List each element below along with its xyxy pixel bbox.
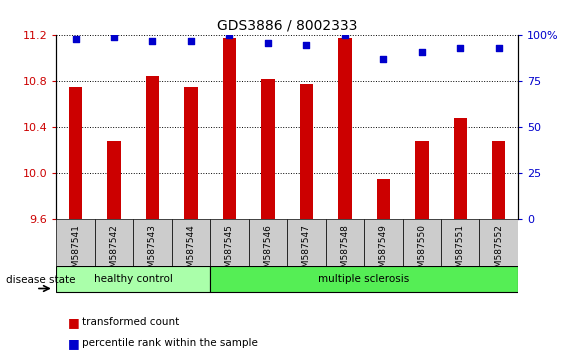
FancyBboxPatch shape: [210, 219, 249, 266]
FancyBboxPatch shape: [441, 219, 480, 266]
Text: GSM587545: GSM587545: [225, 224, 234, 279]
Point: [263, 40, 272, 46]
Point: [225, 33, 234, 38]
Text: GSM587541: GSM587541: [71, 224, 80, 279]
Text: GSM587543: GSM587543: [148, 224, 157, 279]
Text: healthy control: healthy control: [94, 274, 173, 284]
Text: multiple sclerosis: multiple sclerosis: [319, 274, 410, 284]
Text: GSM587552: GSM587552: [494, 224, 503, 279]
Text: GSM587544: GSM587544: [186, 224, 195, 279]
Bar: [69, 87, 82, 219]
Bar: [492, 141, 506, 219]
Text: disease state: disease state: [6, 275, 75, 285]
Text: transformed count: transformed count: [82, 317, 179, 327]
Bar: [184, 87, 198, 219]
FancyBboxPatch shape: [480, 219, 518, 266]
FancyBboxPatch shape: [210, 266, 518, 292]
Point: [379, 57, 388, 62]
Bar: [454, 118, 467, 219]
FancyBboxPatch shape: [56, 219, 95, 266]
Bar: [377, 179, 390, 219]
FancyBboxPatch shape: [287, 219, 325, 266]
FancyBboxPatch shape: [249, 219, 287, 266]
FancyBboxPatch shape: [325, 219, 364, 266]
Text: GSM587550: GSM587550: [417, 224, 426, 279]
Title: GDS3886 / 8002333: GDS3886 / 8002333: [217, 19, 358, 33]
Point: [71, 36, 80, 42]
Text: GSM587551: GSM587551: [456, 224, 464, 279]
Point: [109, 34, 118, 40]
Text: GSM587549: GSM587549: [379, 224, 388, 279]
Point: [494, 45, 503, 51]
Text: ■: ■: [68, 337, 79, 350]
FancyBboxPatch shape: [133, 219, 172, 266]
FancyBboxPatch shape: [364, 219, 403, 266]
FancyBboxPatch shape: [95, 219, 133, 266]
Bar: [300, 84, 313, 219]
Point: [302, 42, 311, 47]
Point: [148, 38, 157, 44]
Bar: [415, 141, 428, 219]
Bar: [108, 141, 120, 219]
Text: GSM587547: GSM587547: [302, 224, 311, 279]
Bar: [223, 38, 236, 219]
FancyBboxPatch shape: [56, 266, 210, 292]
Bar: [338, 38, 351, 219]
FancyBboxPatch shape: [403, 219, 441, 266]
Point: [340, 33, 349, 38]
Point: [186, 38, 195, 44]
Point: [417, 49, 426, 55]
FancyBboxPatch shape: [172, 219, 210, 266]
Bar: [146, 76, 159, 219]
Text: GSM587546: GSM587546: [263, 224, 272, 279]
Bar: [261, 79, 275, 219]
Point: [455, 45, 464, 51]
Text: ■: ■: [68, 316, 79, 329]
Text: GSM587542: GSM587542: [110, 224, 118, 279]
Text: GSM587548: GSM587548: [341, 224, 349, 279]
Text: percentile rank within the sample: percentile rank within the sample: [82, 338, 257, 348]
